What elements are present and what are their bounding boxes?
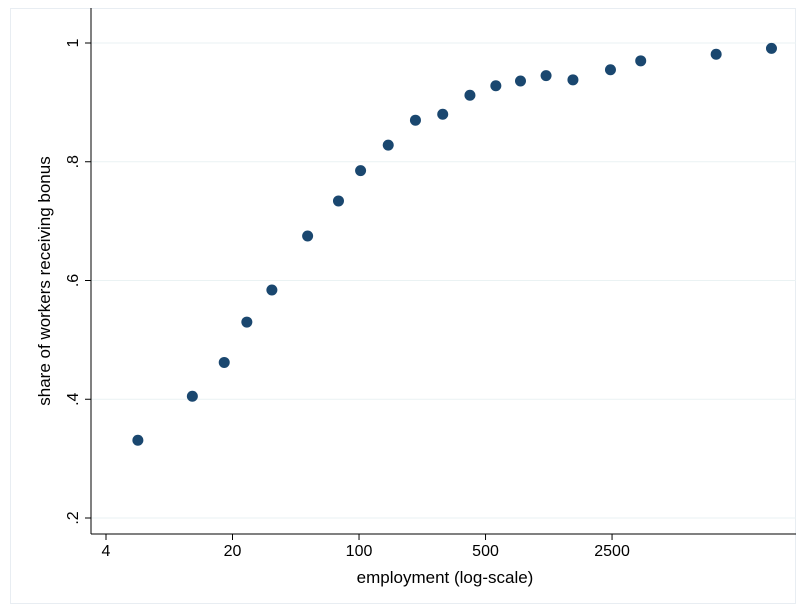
data-point — [332, 195, 344, 207]
gridlines — [91, 42, 796, 519]
data-point — [710, 48, 722, 60]
data-points — [132, 42, 777, 446]
y-tick-label: 1 — [65, 38, 82, 47]
data-point — [437, 108, 449, 120]
axes — [90, 8, 796, 535]
data-point — [604, 64, 616, 76]
data-point — [514, 75, 526, 87]
data-point — [464, 89, 476, 101]
data-point — [355, 165, 367, 177]
x-tick-label: 2500 — [594, 543, 630, 560]
x-tick-label: 500 — [472, 543, 499, 560]
y-tick-label: .8 — [65, 155, 82, 168]
data-point — [409, 114, 421, 126]
y-axis-ticks: .2 .4 .6 .8 1 — [65, 38, 91, 525]
x-axis-title: employment (log-scale) — [357, 568, 534, 587]
data-point — [218, 356, 230, 368]
data-point — [266, 284, 278, 296]
chart-border — [10, 8, 796, 604]
data-point — [765, 42, 777, 54]
data-point — [302, 230, 314, 242]
data-point — [540, 70, 552, 82]
x-tick-label: 4 — [102, 543, 111, 560]
data-point — [132, 434, 144, 446]
data-point — [635, 55, 647, 67]
y-tick-label: .6 — [65, 274, 82, 287]
data-point — [241, 316, 253, 328]
data-point — [567, 74, 579, 86]
data-point — [186, 390, 198, 402]
x-tick-label: 100 — [346, 543, 373, 560]
y-tick-label: .4 — [65, 392, 82, 405]
y-axis-title: share of workers receiving bonus — [35, 156, 54, 405]
x-tick-label: 20 — [224, 543, 242, 560]
data-point — [490, 80, 502, 92]
x-axis-ticks: 4 20 100 500 2500 — [102, 534, 630, 560]
data-point — [382, 139, 394, 151]
y-tick-label: .2 — [65, 511, 82, 524]
